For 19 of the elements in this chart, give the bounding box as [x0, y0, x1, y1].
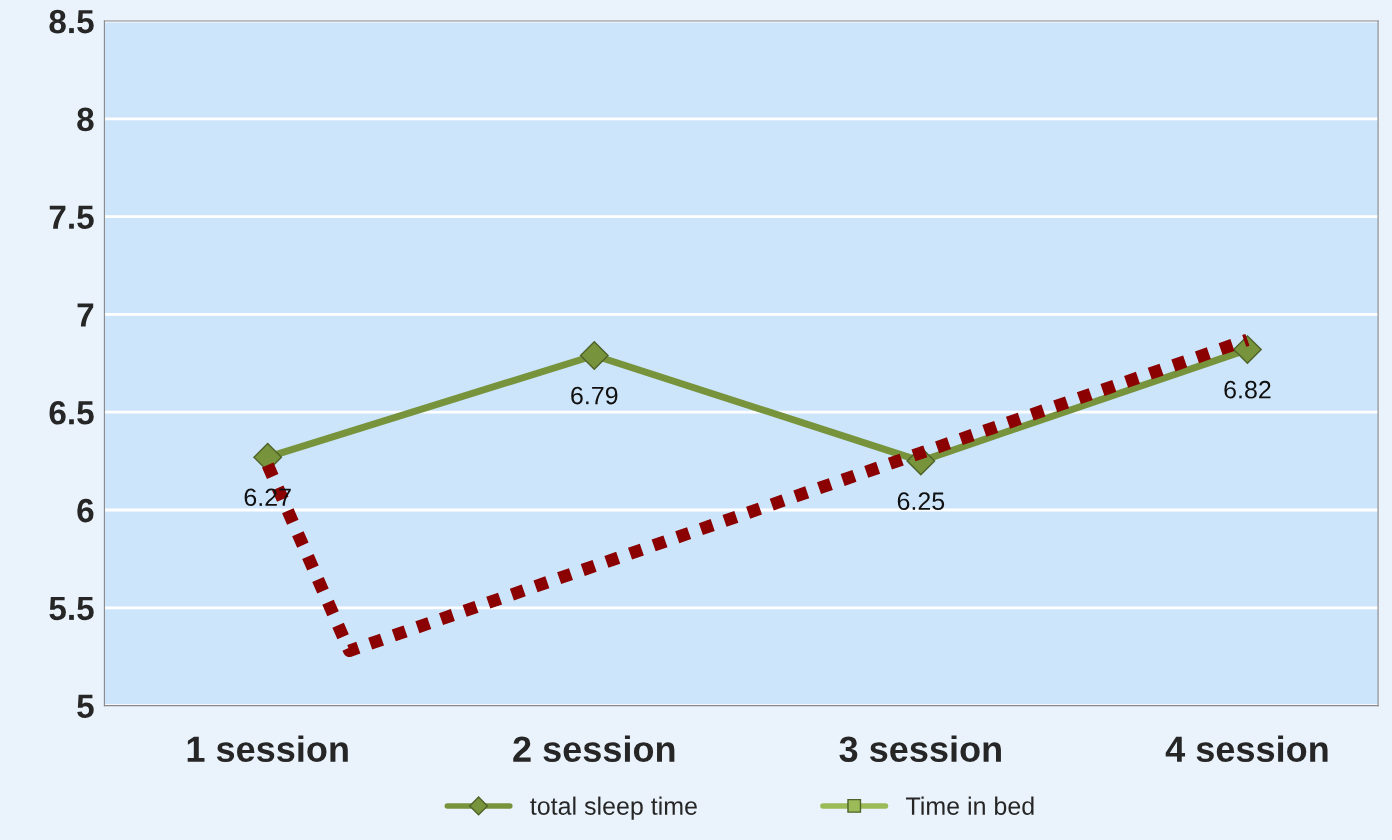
- y-tick-label: 5: [77, 694, 94, 719]
- x-tick-label: 2 session: [513, 735, 675, 762]
- point: [1233, 335, 1262, 365]
- legend-label: total sleep time: [530, 796, 697, 820]
- x-tick-label: 3 session: [839, 735, 1001, 763]
- y-tick-label: 6.5: [49, 401, 94, 425]
- y-tick-label: 5.5: [49, 596, 94, 621]
- legend-label: Time in bed: [906, 796, 1034, 815]
- point: [579, 341, 609, 370]
- data-label: 6.82: [1224, 380, 1271, 399]
- x-tick-label: 4 session: [1165, 735, 1328, 762]
- data-label: 6.79: [571, 386, 618, 405]
- y-tick-label: 6: [77, 498, 94, 523]
- y-tick-label: 7: [77, 303, 94, 327]
- y-tick-label: 7.5: [49, 205, 94, 230]
- y-tick-label: 8: [77, 107, 94, 132]
- data-label: 6.25: [897, 492, 945, 511]
- y-tick-label: 8.5: [49, 9, 94, 34]
- x-tick-label: 1 session: [187, 735, 348, 762]
